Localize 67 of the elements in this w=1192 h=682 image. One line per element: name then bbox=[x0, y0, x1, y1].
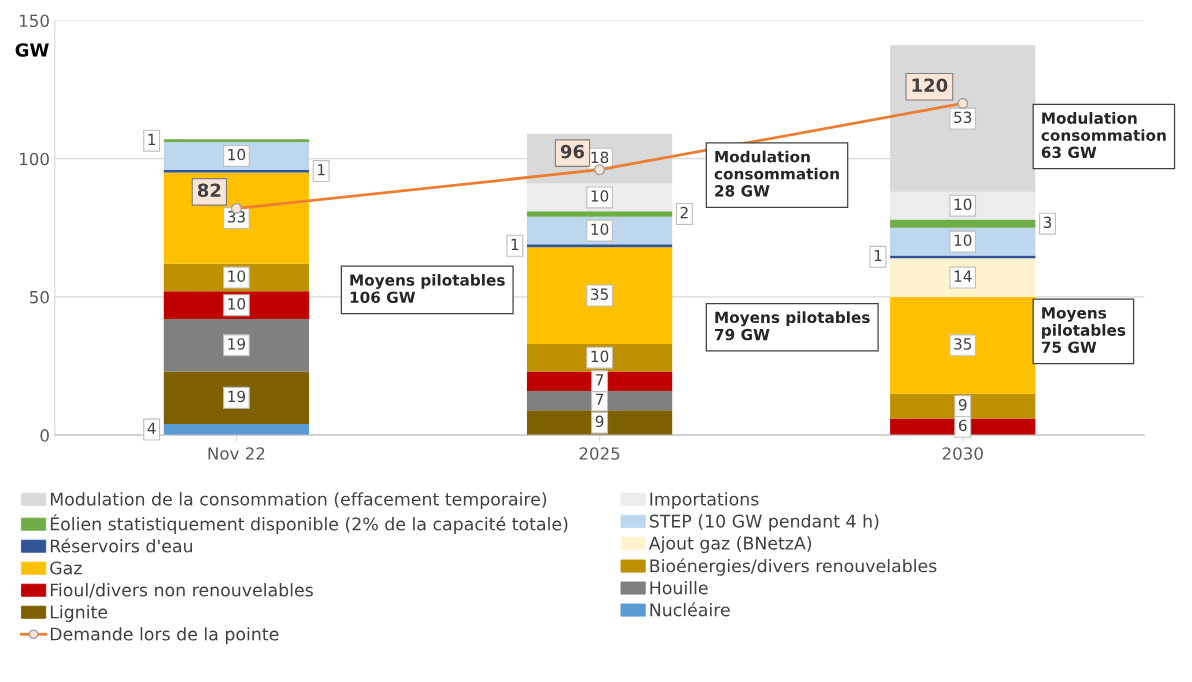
data-label: 10 bbox=[954, 198, 972, 211]
data-label: 10 bbox=[591, 190, 609, 202]
data-label: 9 bbox=[958, 398, 967, 411]
data-label: 18 bbox=[591, 151, 609, 164]
data-label: 10 bbox=[954, 234, 972, 247]
data-label: 35 bbox=[954, 338, 972, 350]
annotation: Moyens pilotables 106 GW bbox=[350, 273, 505, 304]
legend-label: Modulation de la consommation (effacement temporaire) bbox=[50, 492, 547, 510]
bar bbox=[163, 169, 310, 173]
data-label: 10 bbox=[591, 350, 609, 363]
data-label: 10 bbox=[591, 223, 609, 235]
data-label: 35 bbox=[591, 288, 608, 300]
annotation: Moyens pilotables 75 GW bbox=[1041, 307, 1126, 353]
legend-label: Ajout gaz (BNetzA) bbox=[648, 536, 812, 554]
bar bbox=[890, 393, 1036, 419]
bar bbox=[526, 247, 673, 344]
data-label: 82 bbox=[197, 183, 221, 198]
y-axis-title: GW bbox=[15, 43, 49, 57]
annotation: Modulation consommation 28 GW bbox=[714, 150, 839, 197]
data-label: 10 bbox=[228, 298, 246, 310]
x-tick-label: Nov 22 bbox=[208, 447, 265, 460]
legend-label: Demande lors de la pointe bbox=[50, 627, 279, 644]
y-tick-label: 50 bbox=[30, 290, 49, 304]
y-tick-label: 100 bbox=[19, 152, 49, 166]
legend-label: Éolien statistiquement disponible (2% de la capacité totale) bbox=[50, 514, 568, 534]
data-label: 1 bbox=[874, 249, 882, 262]
bar bbox=[526, 211, 673, 217]
data-label: 1 bbox=[317, 164, 325, 176]
y-tick-label: 150 bbox=[19, 14, 49, 28]
x-tick-label: 2025 bbox=[579, 447, 620, 460]
data-label: 1 bbox=[511, 238, 519, 250]
bar bbox=[526, 244, 673, 248]
data-label: 3 bbox=[1043, 216, 1052, 229]
data-label: 14 bbox=[954, 270, 972, 282]
data-label: 120 bbox=[912, 78, 948, 93]
data-label: 4 bbox=[147, 422, 156, 434]
bar bbox=[163, 371, 310, 425]
bar bbox=[163, 319, 310, 372]
y-tick-label: 0 bbox=[40, 429, 49, 442]
data-label: 6 bbox=[958, 419, 967, 432]
data-label: 53 bbox=[954, 111, 972, 124]
legend-label: STEP (10 GW pendant 4 h) bbox=[649, 514, 879, 532]
data-label: 7 bbox=[595, 374, 604, 386]
annotation: Modulation consommation 63 GW bbox=[1041, 112, 1166, 159]
legend-label: Lignite bbox=[50, 605, 108, 622]
legend-label: Houille bbox=[650, 580, 708, 595]
data-label: 2 bbox=[680, 206, 688, 219]
data-label: 7 bbox=[595, 393, 604, 405]
legend-label: Importations bbox=[650, 492, 759, 510]
legend-label: Nucléaire bbox=[650, 602, 730, 617]
data-label: 19 bbox=[228, 390, 246, 403]
legend-label: Fioul/divers non renouvelables bbox=[50, 583, 313, 598]
legend-label: Réservoirs d'eau bbox=[50, 538, 192, 553]
annotation: Moyens pilotables 79 GW bbox=[714, 311, 870, 341]
bar bbox=[890, 219, 1036, 228]
data-label: 10 bbox=[228, 270, 246, 282]
x-tick-label: 2030 bbox=[942, 447, 983, 460]
legend-label: Bioénergies/divers renouvelables bbox=[650, 558, 937, 576]
data-label: 1 bbox=[148, 133, 156, 145]
data-label: 33 bbox=[227, 210, 245, 223]
bar bbox=[890, 255, 1036, 259]
data-label: 19 bbox=[228, 338, 246, 350]
data-label: 10 bbox=[228, 148, 246, 161]
data-label: 96 bbox=[560, 144, 585, 159]
bar bbox=[163, 139, 310, 143]
data-label: 9 bbox=[595, 415, 604, 428]
legend-label: Gaz bbox=[50, 561, 82, 575]
